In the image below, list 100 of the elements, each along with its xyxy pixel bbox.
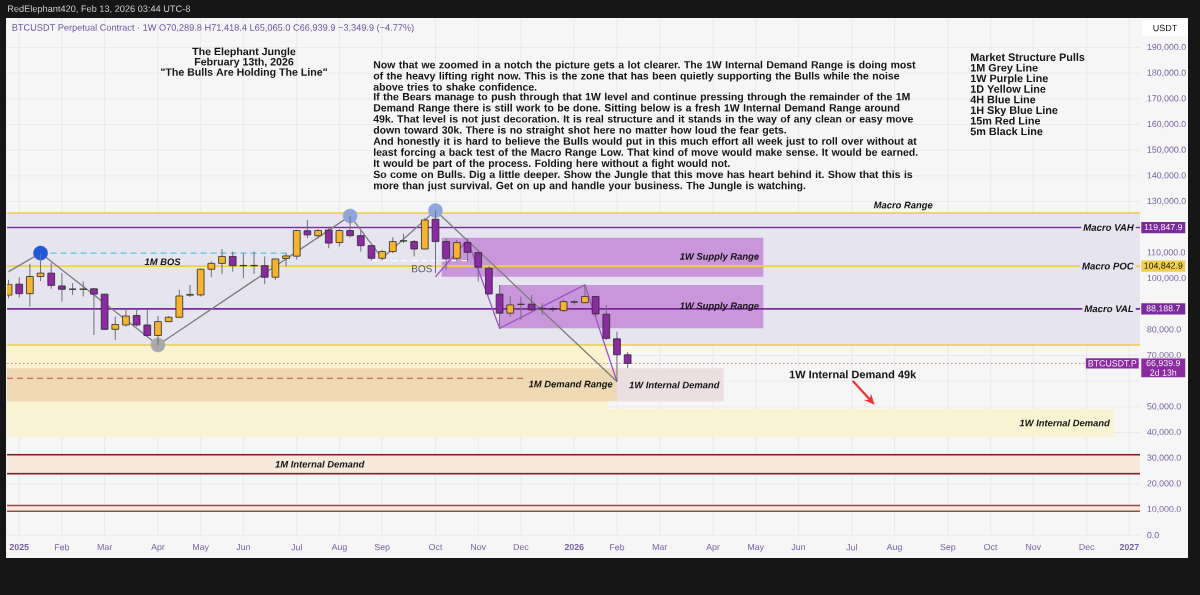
point xyxy=(342,208,358,224)
x-tick-label: Feb xyxy=(55,543,70,551)
x-tick-label: Oct xyxy=(984,543,998,551)
candlestick xyxy=(506,295,515,317)
annotation: Market Structure Pulls xyxy=(971,53,1085,61)
y-tick-label: 170,000.0 xyxy=(1147,95,1186,103)
text: 66,939.9 xyxy=(1146,359,1180,368)
y-tick-label: 140,000.0 xyxy=(1147,172,1186,180)
x-tick-label: Nov xyxy=(1026,543,1042,551)
point xyxy=(33,245,48,261)
y-tick-label: 70,000.0 xyxy=(1147,351,1181,360)
x-tick-label: Nov xyxy=(471,543,486,551)
candlestick xyxy=(47,262,56,290)
candlestick xyxy=(431,210,440,274)
band-label: 1M Internal Demand xyxy=(275,460,365,468)
annotation: 4H Blue Line xyxy=(970,95,1036,104)
annotation: "The Bulls Are Holding The Line" xyxy=(161,68,327,78)
annotation: 1M Demand Range xyxy=(528,380,613,390)
text: 119,847.9 xyxy=(1144,223,1183,232)
x-tick-label: Mar xyxy=(97,543,113,551)
candlestick xyxy=(613,331,621,382)
annotation: 1H Sky Blue Line xyxy=(970,106,1058,117)
candlestick xyxy=(186,284,194,298)
y-tick-label: 150,000.0 xyxy=(1147,146,1186,154)
candlestick xyxy=(463,237,472,263)
candlestick xyxy=(143,309,152,338)
text: February 13th, 2026 xyxy=(194,57,294,68)
x-tick-label: May xyxy=(748,543,765,552)
x-tick-label: Jun xyxy=(791,543,805,551)
annotation: BTCUSDT Perpetual Contract · 1W O70,289.8 H71,418.4 L65,065.0 C66,939.9 −3,349.9 (−4.77%) xyxy=(12,24,414,33)
x-tick-label: Aug xyxy=(886,543,902,552)
x-tick-label: May xyxy=(193,543,209,552)
x-tick-label: 2025 xyxy=(9,543,29,551)
x-tick-label: Jul xyxy=(846,543,857,551)
band-label: Macro Range xyxy=(873,201,933,211)
candlestick xyxy=(303,219,312,239)
annotation: So come on Bulls. Dig a little deeper. Show the Jungle that this move has heart behind it. Show that this is more than just survival. Get on up and handle your business. The Jungle is watching. xyxy=(373,170,913,192)
candlestick xyxy=(260,255,269,285)
text: 88,188.7 xyxy=(1146,305,1180,313)
x-tick-label: Jun xyxy=(236,543,250,551)
annotation: If the Bears manage to push through that 1W level and continue pressing through the remainder of the 1M Demand Range there is still work to be done. Sitting below is a fresh 1W Internal Demand Range around 49k. That level is not just decoration. It is real structure and it stands in the way of any clean or easy move down toward 30k. There is no straight shot here no matter how loud the fear gets. xyxy=(373,92,913,136)
candlestick xyxy=(228,251,237,273)
annotation: BOS xyxy=(412,265,432,273)
y-tick-label: 50,000.0 xyxy=(1147,403,1181,411)
candlestick xyxy=(271,258,280,281)
y-tick-label: 20,000.0 xyxy=(1147,480,1181,488)
x-tick-label: 2027 xyxy=(1119,543,1139,551)
candlestick xyxy=(356,230,365,253)
candlestick xyxy=(495,284,504,328)
annotation: 1W Internal Demand 49k xyxy=(789,370,917,379)
x-tick-label: Jul xyxy=(291,543,302,551)
candlestick xyxy=(26,263,34,308)
x-tick-label: Mar xyxy=(652,543,668,551)
y-tick-label: 110,000.0 xyxy=(1147,249,1186,257)
annotation: 1D Yellow Line xyxy=(970,84,1046,93)
annotation: 1W Purple Line xyxy=(970,74,1048,85)
annotation: 1W Supply Range xyxy=(679,302,759,311)
annotation: 1W Internal Demand xyxy=(629,381,720,389)
candlestick xyxy=(474,249,482,283)
text: The Elephant Jungle xyxy=(192,47,296,58)
candlestick xyxy=(111,316,120,341)
candlestick xyxy=(122,307,130,328)
candlestick xyxy=(453,239,461,263)
candlestick xyxy=(250,251,258,275)
y-tick-label: 100,000.0 xyxy=(1147,274,1186,283)
y-tick-label: 190,000.0 xyxy=(1147,43,1186,52)
x-tick-label: Apr xyxy=(706,543,720,552)
ref-line-label: BTCUSDT.P xyxy=(1088,360,1137,367)
ref-line-label: Macro VAL xyxy=(1084,305,1134,313)
annotation: 1M Grey Line xyxy=(970,63,1038,74)
candlestick xyxy=(324,226,333,249)
x-tick-label: Apr xyxy=(151,543,165,552)
y-tick-label: 40,000.0 xyxy=(1147,428,1181,437)
y-tick-label: 30,000.0 xyxy=(1147,454,1181,462)
candlestick xyxy=(36,252,45,282)
candlestick xyxy=(90,287,98,336)
point xyxy=(428,203,443,218)
annotation: And honestly it is hard to believe the Bulls would put in this much effort all week just to roll over without at least forcing a back test of the Macro Range Low. That kind of move would make sense. It would be earned. It would be part of the process. Folding here without a fight would not. xyxy=(373,137,918,170)
candlestick xyxy=(175,289,184,319)
x-tick-label: Dec xyxy=(513,543,529,551)
ref-line-label: Macro VAH xyxy=(1083,224,1134,231)
candlestick xyxy=(132,307,141,328)
x-tick-label: Sep xyxy=(940,543,956,552)
candlestick xyxy=(346,215,354,238)
candlestick xyxy=(15,276,24,299)
candlestick xyxy=(218,248,226,275)
annotation: 5m Black Line xyxy=(970,127,1043,136)
candlestick xyxy=(239,252,248,279)
y-tick-label: 10,000.0 xyxy=(1147,505,1181,514)
y-tick-label: 80,000.0 xyxy=(1147,326,1181,334)
text: RedElephant420, Feb 13, 2026 03:44 UTC-8 xyxy=(8,5,190,14)
y-tick-label: 180,000.0 xyxy=(1147,69,1186,77)
x-tick-label: Sep xyxy=(374,543,390,552)
y-tick-label: 130,000.0 xyxy=(1147,197,1186,206)
candlestick xyxy=(154,315,162,346)
candlestick xyxy=(282,252,290,267)
x-tick-label: Dec xyxy=(1079,543,1095,551)
x-tick-label: Aug xyxy=(331,543,347,552)
candlestick xyxy=(517,295,525,321)
text: 104,842.9 xyxy=(1144,262,1183,270)
